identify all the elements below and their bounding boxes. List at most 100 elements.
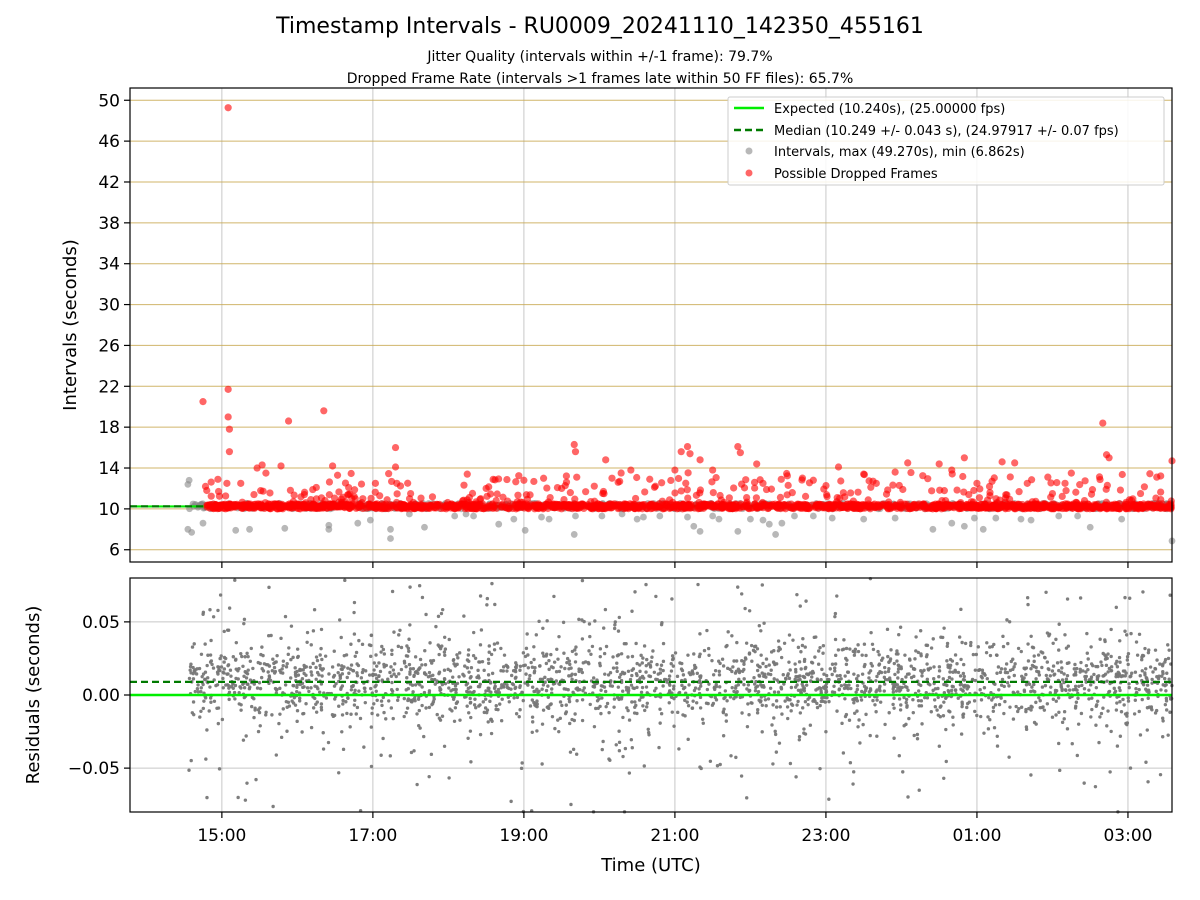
- residual-point: [1051, 697, 1056, 701]
- residual-point: [1126, 699, 1131, 703]
- residual-point: [1133, 698, 1138, 702]
- residual-point: [607, 757, 611, 761]
- dropped-frame-point: [823, 492, 831, 501]
- residual-point: [208, 608, 212, 612]
- residual-point: [933, 705, 938, 709]
- interval-point: [992, 514, 1000, 522]
- residual-point: [979, 698, 984, 702]
- residual-point: [961, 678, 966, 682]
- residual-point: [649, 660, 653, 664]
- residual-point: [864, 653, 868, 658]
- residual-point: [530, 720, 535, 724]
- residual-point: [598, 654, 602, 659]
- dropped-frame-point: [329, 462, 337, 470]
- residual-point: [390, 648, 394, 652]
- residual-point: [420, 703, 424, 708]
- residual-point: [381, 736, 385, 741]
- residual-point: [286, 652, 290, 657]
- dropped-frame-point: [1102, 498, 1110, 506]
- residual-point: [200, 674, 204, 679]
- residual-point: [633, 590, 637, 594]
- residual-point: [391, 716, 395, 721]
- residual-point: [521, 663, 526, 668]
- residual-point: [295, 683, 300, 687]
- residual-point: [623, 746, 628, 751]
- residual-point: [832, 684, 836, 688]
- residual-point: [309, 686, 313, 690]
- residual-point: [221, 686, 225, 690]
- residual-point: [227, 697, 231, 702]
- residual-point: [567, 674, 571, 678]
- residual-point: [611, 666, 616, 670]
- chart-title: Timestamp Intervals - RU0009_20241110_14…: [276, 14, 924, 39]
- residual-point: [241, 664, 245, 669]
- interval-point: [521, 526, 529, 534]
- residual-point: [547, 667, 551, 672]
- dropped-frame-point: [648, 502, 656, 510]
- dropped-frame-point: [795, 502, 803, 510]
- residual-point: [1043, 656, 1047, 660]
- dropped-frame-point: [747, 504, 756, 512]
- top-points: [130, 104, 1176, 545]
- dropped-frame-point: [261, 499, 269, 507]
- residual-point: [535, 687, 539, 692]
- residual-point: [580, 578, 585, 583]
- residual-point: [922, 668, 926, 672]
- residual-point: [515, 695, 520, 700]
- residual-point: [985, 641, 989, 645]
- residual-point: [984, 650, 989, 655]
- residual-point: [549, 652, 553, 657]
- residual-point: [891, 690, 896, 694]
- residual-point: [897, 697, 902, 701]
- residual-point: [1034, 677, 1038, 681]
- dropped-frame-point: [407, 489, 415, 498]
- residual-point: [407, 649, 411, 653]
- residual-point: [724, 719, 729, 723]
- residual-point: [415, 782, 419, 787]
- residual-point: [353, 688, 357, 693]
- dropped-frame-point: [590, 482, 598, 490]
- residual-point: [473, 697, 477, 701]
- residual-point: [599, 711, 603, 716]
- residual-point: [972, 699, 977, 703]
- residual-point: [816, 662, 821, 666]
- residual-point: [607, 710, 611, 715]
- residual-point: [1145, 683, 1150, 687]
- residual-point: [1118, 700, 1122, 704]
- residual-point: [204, 757, 208, 761]
- residual-point: [526, 666, 531, 670]
- dropped-frame-point: [599, 489, 607, 498]
- dropped-frame-point: [237, 479, 245, 487]
- residual-point: [644, 663, 648, 668]
- residual-point: [367, 673, 372, 677]
- residual-point: [902, 695, 906, 700]
- residual-point: [942, 776, 946, 780]
- residual-point: [488, 681, 493, 685]
- residual-point: [681, 673, 686, 677]
- residual-point: [559, 665, 563, 669]
- dropped-frame-point: [562, 472, 570, 480]
- residual-point: [1057, 622, 1061, 626]
- residual-point: [309, 670, 313, 674]
- residual-point: [885, 627, 890, 632]
- residual-point: [573, 672, 578, 677]
- residual-point: [1007, 620, 1012, 624]
- residual-point: [228, 668, 233, 672]
- residual-point: [1103, 639, 1107, 644]
- residual-point: [1145, 706, 1150, 710]
- residual-point: [552, 660, 557, 664]
- residual-point: [321, 747, 326, 751]
- residual-point: [958, 674, 963, 678]
- interval-point: [640, 513, 647, 521]
- residual-point: [821, 651, 825, 655]
- residual-point: [540, 762, 544, 766]
- dropped-frame-point: [849, 497, 857, 505]
- dropped-frame-point: [571, 495, 579, 503]
- dropped-frame-point: [1045, 504, 1053, 512]
- residual-point: [694, 665, 698, 670]
- residual-point: [392, 630, 396, 634]
- residual-point: [685, 700, 689, 704]
- residual-point: [781, 673, 785, 677]
- dropped-frame-point: [777, 475, 785, 483]
